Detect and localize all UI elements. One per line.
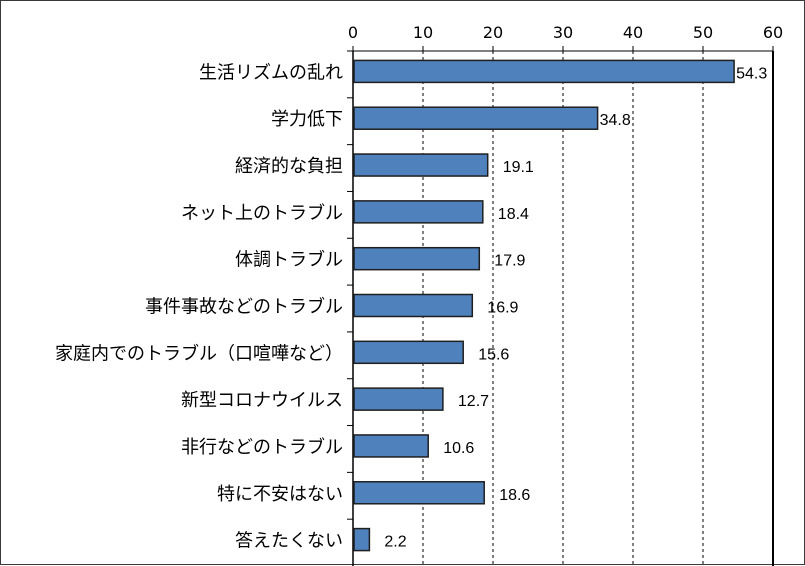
category-label: 生活リズムの乱れ (199, 62, 343, 83)
bar (353, 481, 485, 505)
bar (353, 387, 444, 411)
bar (353, 340, 464, 365)
x-tick-label: 60 (763, 23, 783, 42)
category-label: 家庭内でのトラブル（口喧嘩など） (55, 342, 343, 364)
category-label: 特に不安はない (217, 484, 343, 505)
data-label: 17.9 (494, 253, 525, 270)
bar (353, 200, 484, 224)
category-label: 経済的な負担 (235, 156, 343, 177)
bar (353, 293, 474, 318)
data-label: 16.9 (487, 300, 518, 317)
data-label: 12.7 (458, 393, 489, 410)
bar (353, 106, 599, 130)
data-label: 19.1 (503, 159, 534, 176)
bar (353, 59, 735, 84)
bar (353, 153, 489, 177)
category-label: ネット上のトラブル (181, 202, 343, 224)
x-tick-label: 30 (553, 23, 573, 42)
x-tick-label: 10 (413, 23, 433, 42)
data-label: 34.8 (600, 112, 631, 129)
x-tick-label: 0 (348, 23, 358, 42)
x-tick-label: 40 (623, 23, 643, 42)
bar (353, 434, 429, 458)
category-label: 学力低下 (271, 109, 343, 130)
category-label: 答えたくない (235, 531, 343, 552)
category-label: 体調トラブル (235, 249, 343, 271)
data-label: 15.6 (478, 346, 509, 363)
x-tick-label: 20 (483, 23, 503, 42)
data-label: 18.6 (499, 487, 530, 504)
bar (353, 527, 371, 552)
bar (353, 246, 481, 271)
category-label: 非行などのトラブル (181, 436, 343, 458)
data-label: 10.6 (443, 440, 474, 457)
category-label: 事件事故などのトラブル (145, 296, 343, 318)
category-label: 新型コロナウイルス (181, 390, 343, 411)
data-label: 2.2 (384, 534, 406, 551)
x-tick-label: 50 (693, 23, 713, 42)
data-label: 54.3 (736, 65, 767, 82)
data-label: 18.4 (498, 206, 529, 223)
